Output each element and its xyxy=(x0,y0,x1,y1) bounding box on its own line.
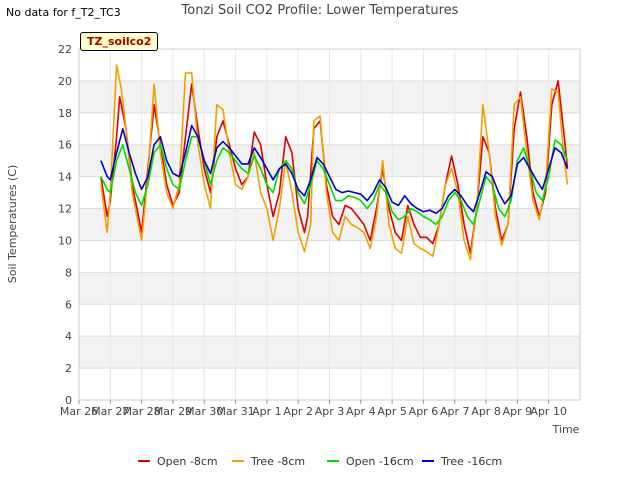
series-line-tree-16cm xyxy=(100,124,569,215)
legend-label: Tree -8cm xyxy=(250,455,305,468)
legend-label: Open -16cm xyxy=(346,455,414,468)
y-tick-label: 20 xyxy=(58,75,72,88)
no-data-note: No data for f_T2_TC3 xyxy=(6,6,121,19)
x-tick-label: Apr 1 xyxy=(252,405,282,418)
y-tick-label: 16 xyxy=(58,139,72,152)
x-tick-label: Apr 2 xyxy=(283,405,313,418)
y-tick-label: 2 xyxy=(65,362,72,375)
y-tick-label: 18 xyxy=(58,107,72,120)
legend-label: Tree -16cm xyxy=(440,455,502,468)
x-tick-label: Apr 3 xyxy=(315,405,345,418)
y-tick-label: 10 xyxy=(58,234,72,247)
legend: Open -8cm Tree -8cm Open -16cm Tree -16cm xyxy=(138,455,502,468)
y-axis-label: Soil Temperatures (C) xyxy=(6,165,19,284)
x-tick-label: Apr 9 xyxy=(503,405,533,418)
series-lines xyxy=(100,64,569,261)
y-tick-label: 8 xyxy=(65,266,72,279)
x-tick-label: Mar 29 xyxy=(154,405,192,418)
y-tick-label: 12 xyxy=(58,203,72,216)
series-line-open-16cm xyxy=(100,136,569,226)
x-tick-label: Mar 26 xyxy=(60,405,98,418)
chart-title: Tonzi Soil CO2 Profile: Lower Temperatur… xyxy=(181,3,459,18)
y-tick-label: 14 xyxy=(58,171,72,184)
x-tick-label: Apr 8 xyxy=(471,405,501,418)
x-tick-label: Apr 5 xyxy=(377,405,407,418)
x-tick-label: Apr 4 xyxy=(346,405,376,418)
x-tick-label: Mar 27 xyxy=(91,405,129,418)
x-tick-label: Apr 6 xyxy=(409,405,439,418)
x-axis-label: Time xyxy=(552,423,580,436)
x-tick-label: Mar 30 xyxy=(185,405,223,418)
series-line-tree-8cm xyxy=(100,64,569,261)
legend-label: Open -8cm xyxy=(157,455,218,468)
x-tick-label: Apr 7 xyxy=(440,405,470,418)
site-badge: TZ_soilco2 xyxy=(80,32,159,51)
x-tick-label: Apr 10 xyxy=(530,405,567,418)
y-tick-label: 22 xyxy=(58,43,72,56)
y-tick-label: 6 xyxy=(65,298,72,311)
y-tick-label: 4 xyxy=(65,330,72,343)
x-tick-label: Mar 28 xyxy=(123,405,161,418)
y-axis-ticks: 0 2 4 6 8 10 12 14 16 18 20 22 xyxy=(58,43,72,407)
y-tick-label: 0 xyxy=(65,394,72,407)
x-tick-label: Mar 31 xyxy=(216,405,254,418)
